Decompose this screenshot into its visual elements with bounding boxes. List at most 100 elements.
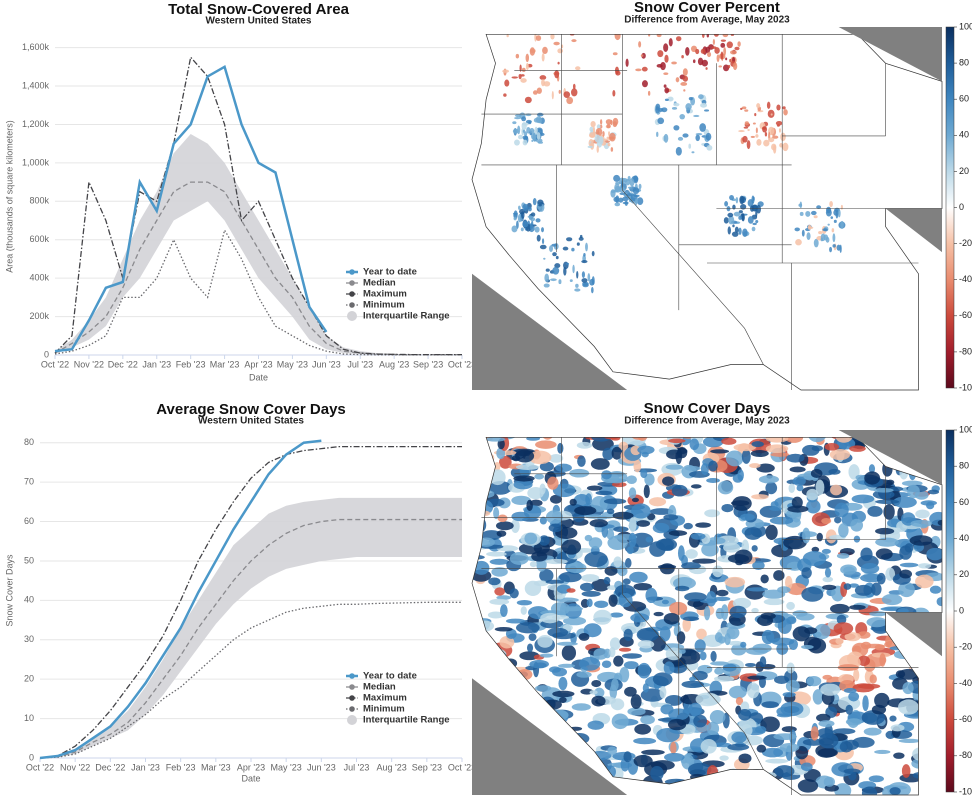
map-pixel: [552, 266, 560, 275]
map-pixel: [907, 484, 920, 499]
map-pixel: [614, 584, 636, 598]
map-pixel: [584, 534, 593, 542]
map-pixel: [512, 121, 517, 125]
map-pixel: [845, 704, 853, 715]
map-pixel: [664, 87, 670, 94]
map-pixel: [835, 437, 853, 443]
map-pixel: [829, 449, 851, 461]
map-pixel: [641, 80, 648, 88]
colorbar: [945, 26, 955, 389]
map-pixel: [840, 204, 843, 210]
map-pixel: [664, 54, 669, 63]
legend-marker: [349, 269, 355, 275]
map-pixel: [648, 497, 667, 507]
map-pixel: [612, 117, 619, 126]
map-pixel: [902, 682, 914, 695]
map-pixel: [724, 576, 746, 588]
map-pixel: [593, 609, 612, 625]
map-pixel: [685, 103, 692, 111]
map-pixel: [778, 128, 781, 133]
map-pixel: [801, 567, 812, 579]
colorbar-tick-label: 0: [959, 202, 964, 212]
map-pixel: [586, 485, 603, 491]
map-pixel: [743, 126, 749, 129]
map-pixel: [751, 607, 759, 614]
map-pixel: [893, 752, 905, 759]
map-pixel: [544, 273, 550, 283]
map-pixel: [832, 233, 836, 243]
map-pixel: [807, 226, 814, 230]
map-pixel: [640, 715, 655, 725]
map-pixel: [889, 715, 897, 722]
map-pixel: [579, 582, 594, 592]
map-pixel: [704, 109, 710, 112]
map-pixel: [556, 641, 578, 646]
map-pixel: [499, 636, 515, 649]
x-tick-label: Oct '23: [448, 762, 476, 772]
map-pixel: [839, 741, 853, 753]
map-pixel: [816, 532, 823, 542]
map-pixel: [520, 227, 524, 232]
y-tick-label: 1,000k: [22, 157, 50, 167]
map-pixel: [738, 210, 743, 214]
map-pixel: [890, 724, 905, 732]
map-pixel: [543, 257, 546, 260]
map-pixel: [609, 646, 616, 658]
legend-label: Maximum: [363, 693, 407, 704]
map-pixel: [539, 483, 546, 495]
map-pixel: [591, 286, 594, 294]
x-tick-label: Jun '23: [312, 359, 341, 369]
map-pixel: [785, 679, 800, 693]
map-pixel: [733, 443, 756, 452]
land-outline: [471, 33, 943, 391]
map-pixel: [535, 35, 542, 41]
map-pixel: [780, 132, 786, 142]
map-pixel: [685, 47, 690, 56]
map-pixel: [761, 701, 779, 709]
series-line: [39, 445, 462, 759]
legend-label: Minimum: [363, 704, 405, 715]
map-pixel: [655, 106, 660, 114]
map-pixel: [862, 695, 869, 712]
map-pixel: [820, 683, 841, 696]
y-axis-label: Area (thousands of square kilometers): [4, 120, 14, 273]
map-pixel: [806, 232, 811, 241]
map-pixel: [517, 125, 521, 135]
map-pixel: [682, 68, 688, 76]
map-pixel: [742, 135, 748, 143]
no-data-area: [472, 273, 628, 390]
map-pixel: [735, 696, 744, 706]
map-pixel: [599, 119, 603, 125]
map-pixel: [746, 587, 768, 592]
colorbar: [945, 429, 955, 793]
map-pixel: [832, 244, 836, 248]
map-pixel: [595, 490, 613, 496]
map-pixel: [659, 686, 667, 699]
colorbar-tick-label: -100: [959, 786, 972, 796]
map-pixel: [721, 437, 737, 445]
map-pixel: [609, 684, 618, 700]
map-pixel: [752, 122, 756, 125]
map-pixel: [802, 551, 827, 567]
map-pixel: [765, 444, 789, 454]
map-pixel: [581, 271, 585, 279]
map-pixel: [677, 136, 684, 141]
map-pixel: [491, 567, 508, 577]
map-pixel: [607, 535, 628, 551]
map-pixel: [576, 271, 579, 279]
map-pixel: [937, 519, 942, 526]
map-pixel: [739, 195, 745, 205]
map-pixel: [663, 43, 669, 52]
map-pixel: [822, 576, 834, 583]
map-pixel: [545, 558, 568, 565]
map-pixel: [883, 503, 895, 520]
map-pixel: [824, 567, 832, 578]
map-pixel: [665, 694, 683, 706]
map-pixel: [558, 89, 561, 94]
map-pixel: [732, 496, 752, 511]
map-pixel: [614, 202, 621, 207]
map-pixel: [587, 720, 605, 730]
map-pixel: [529, 47, 536, 56]
legend-swatch: [347, 715, 357, 725]
map-pixel: [695, 522, 712, 528]
